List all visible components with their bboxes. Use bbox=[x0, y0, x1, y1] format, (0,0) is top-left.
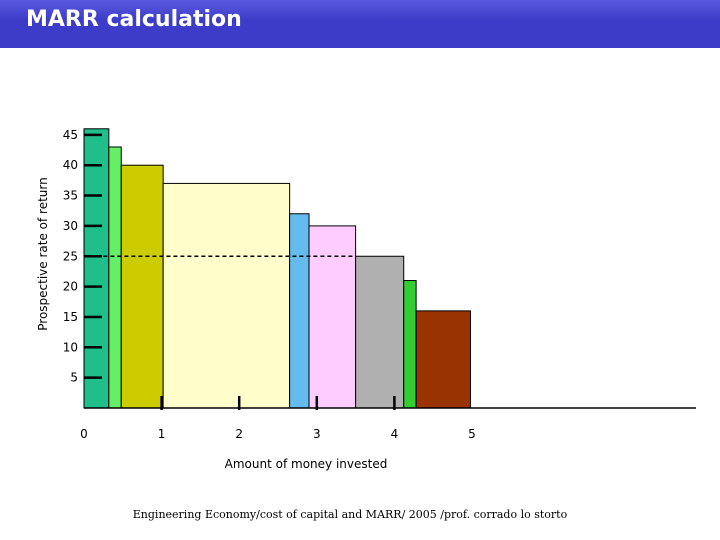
x-tick-label: 2 bbox=[235, 427, 243, 441]
bar-9 bbox=[415, 310, 471, 409]
bars-layer bbox=[83, 128, 471, 409]
title-bar-shine bbox=[0, 0, 720, 20]
y-ticks-layer: 5 10 15 20 25 30 35 40 45 bbox=[63, 128, 102, 385]
y-tick-label: 5 bbox=[70, 371, 78, 385]
y-tick-label: 25 bbox=[63, 249, 78, 263]
bar-1 bbox=[83, 128, 110, 409]
bar-8 bbox=[403, 280, 417, 409]
y-axis-label: Prospective rate of return bbox=[36, 177, 50, 331]
x-tick-label: 4 bbox=[391, 427, 399, 441]
y-tick-label: 10 bbox=[63, 340, 78, 354]
bar-2 bbox=[108, 146, 122, 409]
bar-3 bbox=[120, 164, 164, 409]
y-tick-label: 20 bbox=[63, 280, 78, 294]
page-title: MARR calculation bbox=[26, 7, 242, 32]
y-tick-label: 15 bbox=[63, 310, 78, 324]
x-tick-label: 1 bbox=[158, 427, 166, 441]
y-tick-label: 35 bbox=[63, 189, 78, 203]
x-tick-label: 3 bbox=[313, 427, 321, 441]
y-tick-label: 30 bbox=[63, 219, 78, 233]
title-bar: MARR calculation bbox=[0, 0, 720, 48]
y-tick-label: 45 bbox=[63, 128, 78, 142]
bar-7 bbox=[355, 255, 405, 409]
x-ticks-layer: 0 1 2 3 4 5 bbox=[80, 396, 476, 441]
y-tick-label: 40 bbox=[63, 158, 78, 172]
footer-credit: Engineering Economy/cost of capital and … bbox=[132, 508, 568, 521]
x-tick-label: 0 bbox=[80, 427, 88, 441]
bar-5 bbox=[289, 213, 310, 409]
x-tick-label: 5 bbox=[468, 427, 476, 441]
bar-4 bbox=[162, 182, 291, 409]
bar-6 bbox=[308, 225, 357, 409]
x-axis-label: Amount of money invested bbox=[225, 457, 388, 471]
